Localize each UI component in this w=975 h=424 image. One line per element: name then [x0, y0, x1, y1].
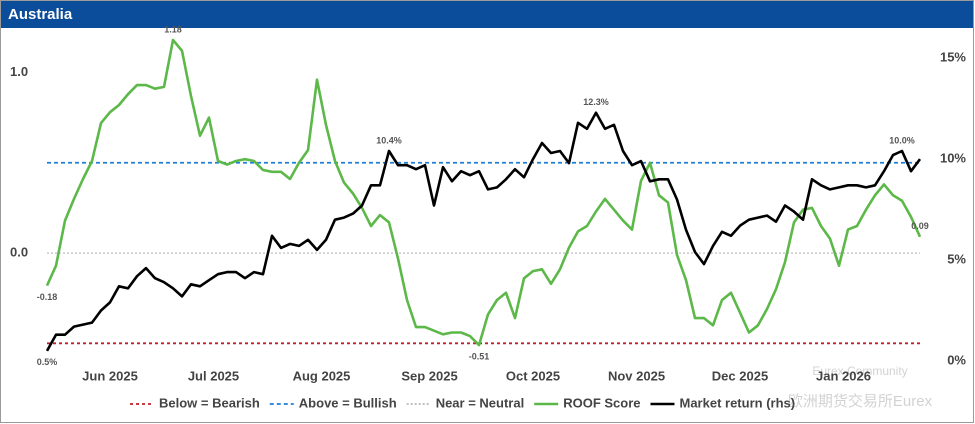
watermark: 欧洲期货交易所Eurex — [788, 392, 933, 410]
data-label: 12.3% — [583, 97, 609, 107]
x-tick-label: Jun 2025 — [82, 368, 138, 383]
y2-tick-label: 5% — [947, 251, 966, 266]
series-line — [45, 111, 922, 352]
data-label: 0.5% — [37, 357, 58, 367]
legend-label: ROOF Score — [563, 395, 640, 410]
data-label: 10.4% — [376, 135, 402, 145]
data-label: -0.18 — [37, 292, 58, 302]
x-tick-label: Sep 2025 — [401, 368, 457, 383]
legend-label: Below = Bearish — [159, 395, 260, 410]
series-line — [45, 38, 922, 347]
data-label: 1.18 — [164, 24, 182, 34]
x-tick-label: Jan 2026 — [816, 368, 871, 383]
data-label: 10.0% — [889, 135, 915, 145]
x-tick-label: Jul 2025 — [188, 368, 239, 383]
legend-label: Above = Bullish — [299, 395, 397, 410]
data-label: 0.09 — [911, 221, 929, 231]
data-label: -0.51 — [469, 352, 490, 362]
y-tick-label: 0.0 — [10, 244, 28, 259]
legend-label: Market return (rhs) — [680, 395, 796, 410]
y2-tick-label: 15% — [940, 50, 966, 65]
x-tick-label: Oct 2025 — [506, 368, 560, 383]
x-tick-label: Aug 2025 — [293, 368, 351, 383]
y2-tick-label: 0% — [947, 352, 966, 367]
y-tick-label: 1.0 — [10, 64, 28, 79]
header-bar — [1, 1, 973, 28]
chart-title: Australia — [8, 6, 73, 23]
x-tick-label: Dec 2025 — [712, 368, 768, 383]
watermark: Eurex Community — [812, 364, 907, 378]
x-tick-label: Nov 2025 — [608, 368, 665, 383]
legend-label: Near = Neutral — [436, 395, 525, 410]
y2-tick-label: 10% — [940, 151, 966, 166]
